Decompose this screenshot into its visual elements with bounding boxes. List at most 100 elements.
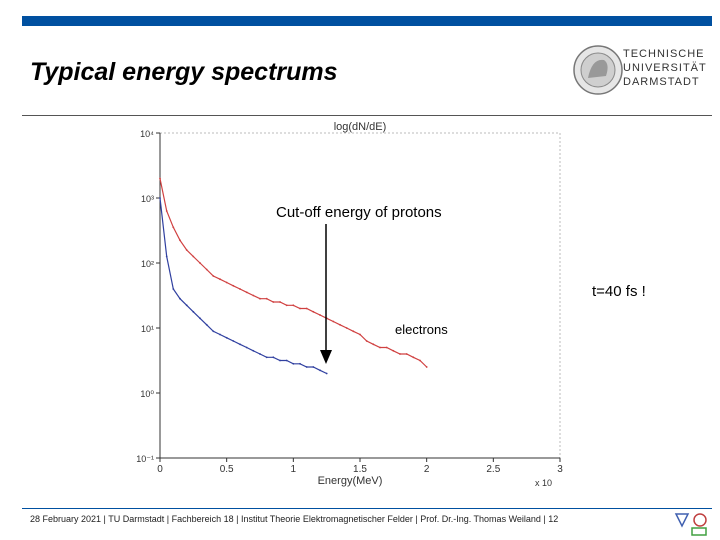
series-point	[192, 310, 195, 313]
x-tick-label: 0.5	[220, 464, 234, 475]
footer-divider	[22, 508, 712, 509]
series-point	[252, 349, 255, 352]
series-point	[179, 239, 181, 242]
y-tick-label: 10¹	[141, 324, 154, 334]
logo-line-2: UNIVERSITÄT	[623, 62, 707, 74]
electrons-annotation: electrons	[395, 322, 448, 337]
logo-line-1: TECHNISCHE	[623, 48, 705, 60]
x-tick-label: 1	[291, 464, 297, 475]
series-point	[305, 307, 308, 310]
series-line-2	[159, 197, 327, 375]
series-point	[319, 314, 321, 316]
series-point	[205, 323, 208, 326]
series-point	[325, 372, 328, 375]
series-point	[172, 226, 175, 229]
y-tick-label: 10³	[141, 194, 154, 204]
energy-spectrum-chart: 0 0.5 1 1.5 2 2.5 3 10⁻¹ 10⁰ 10¹ 10² 10³ 10⁴ log(dN/d…	[136, 121, 563, 488]
series-point	[245, 291, 248, 294]
series-point	[245, 346, 248, 349]
university-name: TECHNISCHE UNIVERSITÄT DARMSTADT	[623, 47, 707, 89]
series-point	[379, 346, 381, 349]
series-point	[279, 359, 281, 362]
x-axis-label: Energy(MeV)	[318, 475, 383, 487]
series-point	[239, 343, 241, 346]
series-point	[352, 330, 355, 333]
series-point	[292, 304, 295, 307]
plot-frame	[159, 132, 561, 459]
chart-title: log(dN/dE)	[334, 121, 387, 133]
series-point	[365, 340, 368, 342]
series-point	[219, 278, 221, 281]
series-point	[265, 297, 268, 300]
series-point	[159, 177, 161, 180]
series-point	[285, 359, 288, 362]
y-tick-label: 10⁰	[140, 389, 154, 399]
series-point	[179, 297, 181, 300]
series-point	[205, 268, 208, 271]
series-point	[219, 333, 221, 336]
series-point	[412, 356, 415, 359]
slide-footer: 28 February 2021 | TU Darmstadt | Fachbe…	[30, 514, 559, 524]
series-point	[259, 297, 261, 300]
series-point	[212, 330, 215, 333]
x-tick-label: 1.5	[353, 464, 367, 475]
series-point	[425, 366, 428, 368]
university-seal-icon	[573, 45, 623, 95]
series-point	[285, 304, 288, 307]
series-point	[159, 197, 161, 199]
y-tick-label: 10⁻¹	[136, 454, 154, 464]
series-point	[372, 343, 375, 346]
slide-title: Typical energy spectrums	[30, 58, 338, 86]
x-tick-label: 3	[557, 464, 563, 475]
header-accent-bar	[22, 16, 712, 26]
series-point	[392, 349, 395, 352]
y-tick-label: 10²	[141, 259, 154, 269]
series-point	[265, 356, 268, 359]
series-point	[185, 304, 188, 307]
series-point	[299, 307, 301, 310]
series-point	[172, 288, 175, 290]
series-point	[232, 340, 235, 342]
time-annotation: t=40 fs !	[592, 283, 646, 300]
series-point	[225, 336, 228, 339]
series-point	[312, 366, 315, 368]
series-point	[199, 317, 201, 320]
series-point	[185, 249, 188, 251]
series-point	[292, 362, 295, 365]
series-point	[419, 359, 421, 362]
series-point	[165, 255, 168, 258]
series-point	[192, 255, 195, 258]
series-point	[225, 281, 228, 284]
series-point	[272, 356, 275, 359]
series-point	[199, 262, 201, 264]
series-point	[232, 284, 235, 287]
series-point	[239, 288, 241, 290]
series-point	[259, 353, 261, 355]
cutoff-annotation: Cut-off energy of protons	[273, 203, 445, 222]
series-point	[279, 301, 281, 303]
series-point	[272, 301, 275, 303]
x-tick-label: 0	[157, 464, 163, 475]
series-point	[359, 333, 361, 336]
x-tick-label: 2	[424, 464, 430, 475]
series-point	[312, 310, 315, 313]
cutoff-arrow-icon	[320, 224, 332, 364]
series-point	[339, 323, 341, 326]
series-point	[212, 275, 215, 277]
series-point	[405, 353, 408, 355]
series-point	[252, 294, 255, 297]
series-point	[319, 369, 321, 372]
series-point	[345, 327, 348, 329]
x-axis-multiplier: x 10	[535, 478, 552, 488]
series-point	[385, 346, 388, 349]
y-tick-label: 10⁴	[140, 129, 154, 139]
title-divider	[22, 115, 712, 116]
x-tick-label: 2.5	[486, 464, 500, 475]
institute-logo-icon	[674, 513, 707, 536]
series-point	[299, 362, 301, 365]
series-point	[305, 366, 308, 368]
series-point	[399, 353, 401, 355]
series-point	[332, 320, 335, 323]
logo-line-3: DARMSTADT	[623, 76, 700, 88]
series-point	[165, 210, 168, 212]
